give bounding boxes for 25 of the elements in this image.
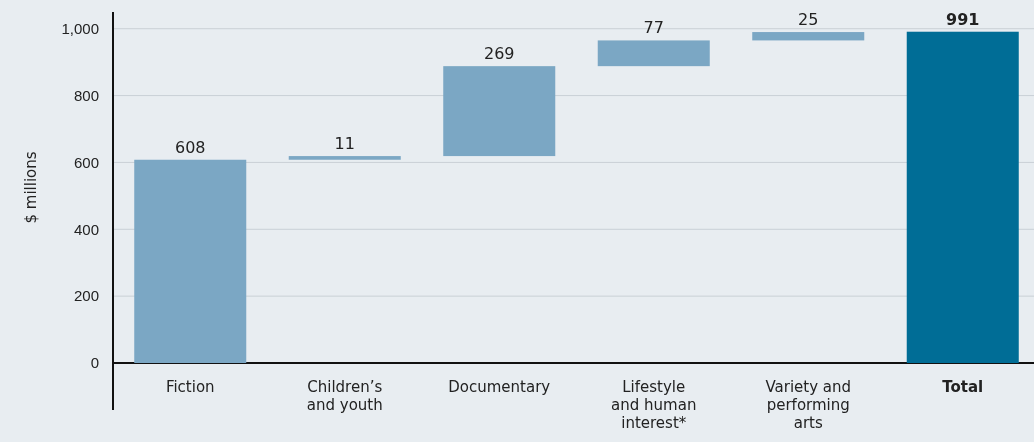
x-tick-label: Total [942,378,984,396]
bar [752,32,865,41]
y-tick-label: 800 [73,86,99,104]
x-tick-label: Documentary [448,378,551,396]
y-tick-label: 600 [73,153,99,171]
y-tick-label: 1,000 [61,20,99,38]
x-tick-label: Fiction [165,378,215,396]
y-tick-label: 400 [73,220,99,238]
bar [288,156,401,160]
bar [597,40,710,67]
x-tick-label: Children’s and youth [306,378,383,414]
bar [443,66,556,157]
x-tick-label: Lifestyle and human interest* [611,378,697,432]
y-axis-title: $ millions [22,151,40,224]
data-label: 991 [946,9,980,29]
x-tick-label: Variety and performing arts [765,378,852,432]
bar [134,159,247,363]
data-label: 269 [483,44,515,64]
bar [906,31,1019,363]
data-label: 77 [643,18,664,38]
y-tick-label: 200 [73,287,99,305]
data-label: 608 [174,137,206,157]
data-label: 25 [798,10,819,30]
y-tick-label: 0 [90,354,99,372]
data-label: 11 [334,134,355,154]
